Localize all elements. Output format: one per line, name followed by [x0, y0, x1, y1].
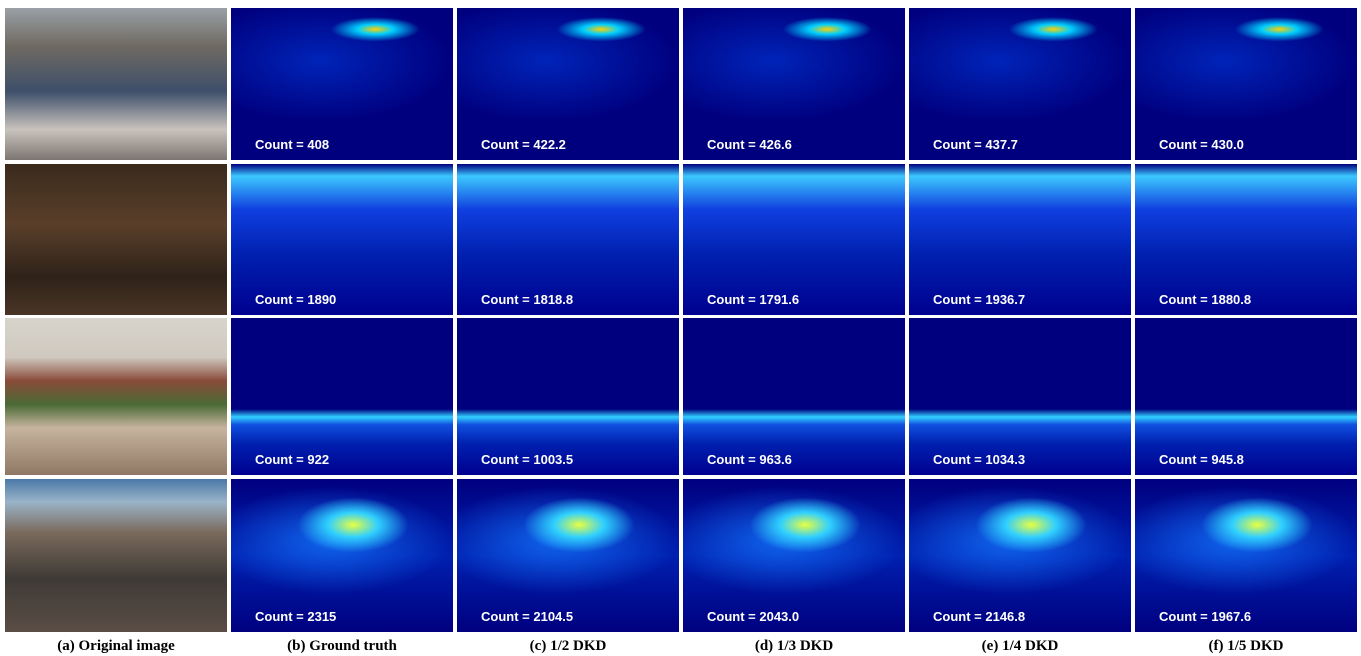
density-map: Count = 422.2: [457, 8, 679, 160]
column-caption: (f) 1/5 DKD: [1208, 638, 1284, 654]
density-map: Count = 437.7: [909, 8, 1131, 160]
count-label: Count = 1936.7: [933, 292, 1026, 307]
count-label: Count = 945.8: [1159, 452, 1244, 467]
count-label: Count = 1818.8: [481, 292, 574, 307]
density-map: Count = 2043.0: [683, 479, 905, 632]
density-map: Count = 2146.8: [909, 479, 1131, 632]
density-map: Count = 2104.5: [457, 479, 679, 632]
count-label: Count = 1967.6: [1159, 609, 1252, 624]
count-label: Count = 2104.5: [481, 609, 574, 624]
count-label: Count = 2315: [255, 609, 337, 624]
column-caption: (e) 1/4 DKD: [981, 638, 1059, 654]
density-map: Count = 426.6: [683, 8, 905, 160]
count-label: Count = 408: [255, 137, 330, 152]
density-map: Count = 1034.3: [909, 318, 1131, 475]
density-map: Count = 963.6: [683, 318, 905, 475]
density-map: Count = 2315: [231, 479, 453, 632]
original-image: [5, 479, 227, 632]
count-label: Count = 1034.3: [933, 452, 1026, 467]
density-map: Count = 945.8: [1135, 318, 1357, 475]
count-label: Count = 437.7: [933, 137, 1018, 152]
count-label: Count = 1003.5: [481, 452, 574, 467]
original-image: [5, 8, 227, 160]
count-label: Count = 1791.6: [707, 292, 800, 307]
column-caption: (b) Ground truth: [287, 638, 397, 654]
density-map: Count = 1818.8: [457, 164, 679, 315]
count-label: Count = 963.6: [707, 452, 792, 467]
column-caption: (a) Original image: [57, 638, 175, 654]
density-map: Count = 408: [231, 8, 453, 160]
count-label: Count = 2146.8: [933, 609, 1026, 624]
count-label: Count = 2043.0: [707, 609, 800, 624]
original-image: [5, 164, 227, 315]
density-map: Count = 1967.6: [1135, 479, 1357, 632]
count-label: Count = 1880.8: [1159, 292, 1252, 307]
original-image: [5, 318, 227, 475]
density-map: Count = 1791.6: [683, 164, 905, 315]
count-label: Count = 426.6: [707, 137, 792, 152]
density-map: Count = 922: [231, 318, 453, 475]
count-label: Count = 430.0: [1159, 137, 1244, 152]
column-caption: (d) 1/3 DKD: [754, 638, 834, 654]
count-label: Count = 1890: [255, 292, 337, 307]
density-map: Count = 1936.7: [909, 164, 1131, 315]
density-map: Count = 1003.5: [457, 318, 679, 475]
count-label: Count = 422.2: [481, 137, 566, 152]
column-caption: (c) 1/2 DKD: [529, 638, 607, 654]
density-map: Count = 430.0: [1135, 8, 1357, 160]
density-map: Count = 1880.8: [1135, 164, 1357, 315]
density-map: Count = 1890: [231, 164, 453, 315]
count-label: Count = 922: [255, 452, 330, 467]
